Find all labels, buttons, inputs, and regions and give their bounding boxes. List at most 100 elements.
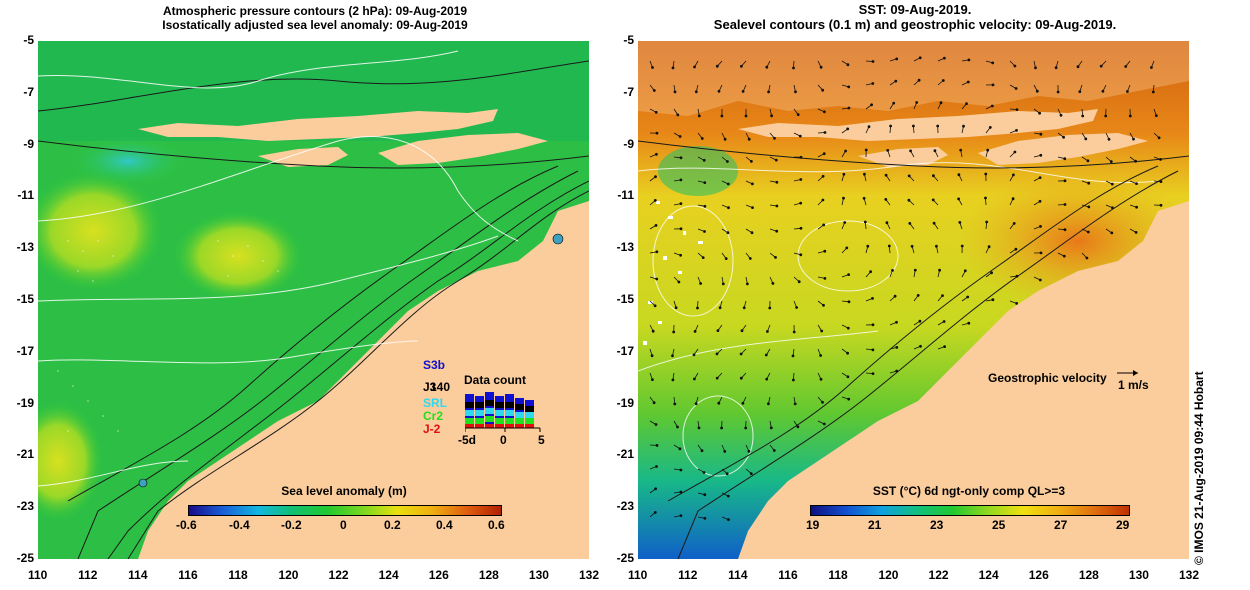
velocity-arrow-head (654, 487, 658, 491)
velocity-arrow-head (770, 114, 774, 118)
indonesian-islands (738, 109, 1098, 141)
velocity-arrow-head (674, 306, 678, 310)
velocity-arrow-head (653, 198, 657, 202)
velocity-arrow-head (725, 472, 729, 476)
velocity-arrow-head (1054, 66, 1058, 70)
velocity-arrow-head (718, 306, 722, 310)
velocity-arrow-head (863, 220, 867, 224)
velocity-arrow-head (823, 249, 827, 253)
lat-tick: -23 (616, 499, 634, 514)
left-map-title: Atmospheric pressure contours (2 hPa): 0… (40, 4, 590, 32)
velocity-arrow-head (673, 402, 677, 406)
velocity-arrow-head (823, 276, 827, 280)
velocity-arrow-head (1109, 160, 1113, 163)
lat-tick: -15 (16, 292, 34, 306)
velocity-arrow-head (1063, 179, 1067, 183)
lon-tick: 128 (478, 568, 499, 582)
left-cb-tick: 0.2 (384, 518, 401, 532)
velocity-arrow-head (871, 323, 875, 327)
velocity-arrow-head (1063, 228, 1067, 232)
velocity-arrow-head (845, 246, 849, 250)
lat-tick: -15 (616, 292, 634, 306)
velocity-arrow-head (862, 196, 866, 200)
velocity-arrow-head (693, 329, 697, 333)
velocity-arrow-head (1110, 231, 1114, 235)
velocity-arrow-head (653, 510, 657, 514)
velocity-arrow-head (846, 351, 850, 355)
sumba-island (258, 147, 348, 167)
right-cb-tick: 25 (992, 518, 1006, 532)
velocity-arrow-head (846, 326, 850, 330)
velocity-arrow-head (941, 294, 944, 298)
sat-label-cr2: Cr2 (423, 409, 444, 423)
data-count-bars (465, 392, 541, 432)
anomaly-high-west (38, 171, 163, 291)
velocity-arrow-head (891, 268, 894, 272)
left-cb-tick: 0.6 (488, 518, 505, 532)
velocity-arrow-head (1087, 181, 1091, 185)
lat-tick: -21 (16, 447, 34, 462)
velocity-arrow-head (1084, 137, 1088, 141)
lat-tick: -11 (17, 188, 34, 203)
velocity-arrow-head (1154, 114, 1158, 117)
velocity-arrow-head (651, 329, 655, 333)
velocity-arrow-head (720, 426, 723, 430)
velocity-arrow-head (749, 472, 753, 476)
right-lat-axis: -5 -7 -9 -11 -13 -15 -17 -19 -21 -23 -25 (600, 32, 636, 572)
velocity-arrow-head (1039, 224, 1042, 228)
velocity-arrow-head (1086, 159, 1090, 163)
velocity-arrow-head (799, 178, 803, 181)
velocity-arrow-head (679, 514, 683, 518)
velocity-arrow-head (822, 223, 826, 227)
velocity-arrow-head (907, 174, 911, 178)
velocity-arrow-head (1104, 114, 1108, 118)
lon-tick: 112 (78, 568, 98, 582)
velocity-arrow-head (771, 281, 775, 285)
velocity-arrow-head (913, 268, 917, 272)
velocity-arrow-head (1011, 197, 1015, 201)
velocity-arrow-head (774, 158, 778, 162)
sst-cool-patch (658, 146, 738, 196)
velocity-arrow-head (748, 257, 752, 260)
velocity-arrow-head (871, 348, 875, 352)
left-colorbar (188, 505, 502, 516)
lon-tick: 130 (528, 568, 549, 582)
velocity-arrow-head (768, 306, 772, 310)
right-map-title: SST: 09-Aug-2019. Sealevel contours (0.1… (640, 2, 1190, 32)
velocity-arrow-head (967, 321, 971, 325)
velocity-arrow-head (936, 124, 940, 128)
velocity-arrow-head (985, 220, 989, 224)
velocity-arrow-head (694, 402, 698, 406)
velocity-arrow-head (822, 110, 826, 114)
velocity-arrow-head (795, 306, 799, 309)
velocity-arrow-head (894, 79, 898, 83)
coastal-marker-darwin (552, 233, 564, 245)
velocity-arrow-head (1039, 153, 1043, 157)
velocity-arrow-head (1078, 90, 1082, 93)
sat-label-srl: SRL (423, 396, 447, 410)
velocity-arrow-head (984, 172, 988, 176)
velocity-arrow-head (847, 300, 851, 304)
velocity-arrow-head (723, 449, 727, 453)
velocity-arrow-head (792, 330, 796, 334)
velocity-arrow-head (871, 372, 875, 376)
velocity-arrow-head (765, 330, 769, 333)
anomaly-high-southwest (38, 401, 103, 521)
bathymetry-contours (638, 140, 1189, 559)
velocity-arrow-head (724, 257, 728, 261)
right-cb-tick: 21 (868, 518, 882, 532)
data-count-value: 140 (430, 380, 451, 394)
left-colorbar-title: Sea level anomaly (m) (281, 484, 407, 498)
sat-label-j3: J3 (423, 380, 437, 394)
velocity-arrow-head (679, 490, 683, 494)
velocity-arrow-head (654, 423, 658, 426)
right-cb-tick: 27 (1054, 518, 1068, 532)
velocity-arrow-head (871, 296, 874, 300)
velocity-arrow-head (739, 352, 743, 356)
left-cb-tick: 0.4 (436, 518, 453, 532)
velocity-arrow-head (893, 294, 897, 298)
velocity-arrow-head (821, 400, 824, 404)
right-cb-tick: 29 (1116, 518, 1130, 532)
right-map-canvas (638, 41, 1189, 559)
velocity-arrow-head (764, 353, 768, 357)
